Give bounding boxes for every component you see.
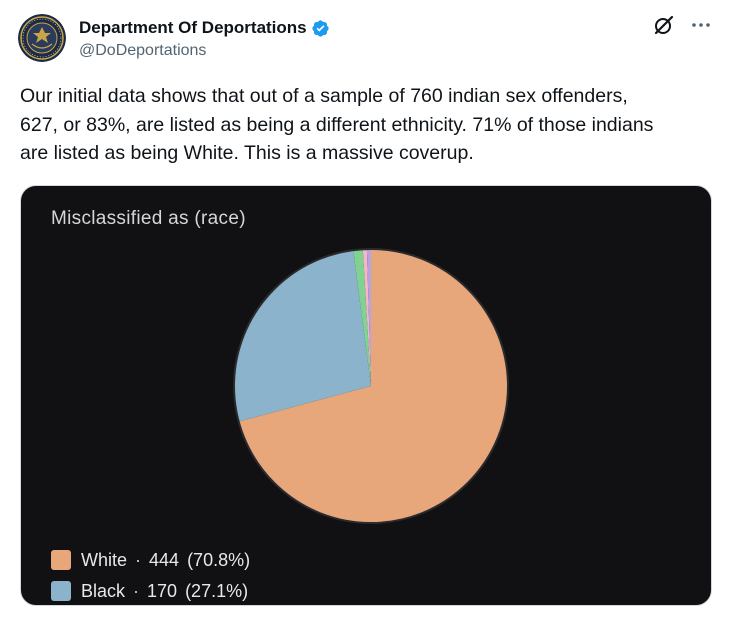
display-name-row: Department Of Deportations	[79, 17, 330, 39]
display-name[interactable]: Department Of Deportations	[79, 18, 307, 37]
account-handle[interactable]: @DoDeportations	[79, 42, 207, 59]
legend-percent: (70.8%)	[187, 549, 251, 570]
legend-separator: ·	[135, 549, 142, 570]
chart-legend: White · 444 (70.8%) Black · 170 (27.1%)	[51, 546, 250, 605]
tweet-media-image[interactable]: Misclassified as (race) White · 444 (70.…	[20, 185, 712, 606]
chart-title: Misclassified as (race)	[51, 208, 246, 229]
pie-outline	[233, 248, 509, 524]
account-avatar[interactable]	[18, 14, 66, 62]
legend-value: 444	[149, 549, 180, 570]
pie-slice-other-2	[353, 249, 371, 386]
pie-slice-black	[233, 250, 371, 422]
legend-separator: ·	[133, 580, 140, 601]
pie-chart	[233, 248, 509, 524]
grok-icon[interactable]	[653, 14, 675, 36]
legend-swatch-white	[51, 550, 71, 570]
pie-slice-other-3	[362, 249, 371, 386]
tweet-text: Our initial data shows that out of a sam…	[20, 85, 654, 164]
legend-percent: (27.1%)	[185, 580, 249, 601]
tweet-header: Department Of Deportations @DoDeportatio…	[18, 14, 715, 66]
more-options-icon[interactable]	[689, 15, 713, 35]
legend-swatch-black	[51, 581, 71, 601]
verified-badge-icon	[311, 19, 330, 38]
pie-slice-white	[238, 249, 508, 523]
legend-value: 170	[147, 580, 178, 601]
pie-slice-other-4	[366, 249, 371, 386]
legend-item-black: Black · 170 (27.1%)	[51, 577, 250, 605]
legend-label: Black	[81, 580, 126, 601]
seal-icon	[18, 14, 66, 62]
legend-item-white: White · 444 (70.8%)	[51, 546, 250, 574]
account-names: Department Of Deportations @DoDeportatio…	[79, 17, 330, 60]
legend-label: White	[81, 549, 128, 570]
